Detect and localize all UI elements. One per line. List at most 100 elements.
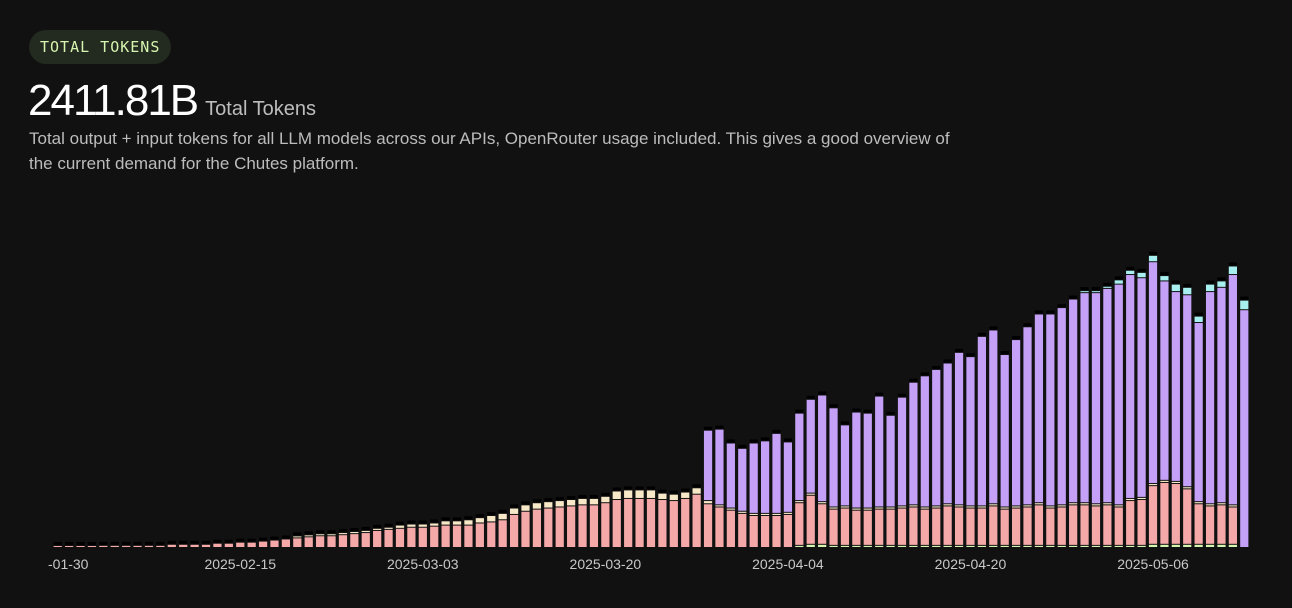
- bar-segment: [897, 545, 907, 547]
- bar-segment: [76, 546, 85, 547]
- bar-cap: [1160, 272, 1169, 276]
- bar-segment: [829, 507, 838, 509]
- bar-segment: [509, 508, 519, 514]
- bar-cap: [635, 486, 644, 490]
- bar-segment: [646, 490, 656, 498]
- bar-cap: [498, 509, 507, 513]
- bar-segment: [772, 433, 781, 513]
- bar-segment: [1046, 545, 1055, 547]
- bar-cap: [418, 520, 427, 524]
- bar-segment: [589, 498, 599, 505]
- bar-segment: [373, 530, 382, 547]
- bar-segment: [715, 505, 724, 507]
- bar-cap: [201, 540, 211, 544]
- bar-segment: [395, 525, 405, 528]
- bar-segment: [1000, 545, 1009, 547]
- bar-segment: [1034, 505, 1044, 545]
- bar-segment: [1205, 544, 1215, 547]
- bar-segment: [1012, 545, 1021, 547]
- bar-cap: [897, 393, 907, 397]
- bar-segment: [133, 545, 142, 547]
- bar-segment: [487, 522, 496, 547]
- bar-segment: [1034, 503, 1044, 505]
- bar-segment: [53, 546, 62, 547]
- bar-segment: [1194, 323, 1203, 502]
- bar-cap: [144, 541, 154, 545]
- bar-segment: [1126, 270, 1135, 275]
- bar-segment: [1126, 275, 1135, 498]
- bar-segment: [920, 507, 929, 509]
- bar-segment: [772, 513, 781, 516]
- bar-segment: [1171, 484, 1180, 544]
- bar-segment: [601, 496, 610, 503]
- bar-segment: [1057, 308, 1066, 505]
- bar-segment: [1183, 489, 1192, 544]
- bar-cap: [567, 496, 576, 500]
- bar-cap: [76, 542, 85, 545]
- bar-segment: [1103, 505, 1112, 545]
- bar-segment: [384, 527, 393, 529]
- bar-segment: [703, 501, 713, 504]
- bar-segment: [840, 425, 850, 506]
- bar-segment: [840, 508, 850, 545]
- bar-segment: [943, 506, 952, 545]
- bar-segment: [1080, 293, 1089, 503]
- bar-segment: [932, 369, 941, 506]
- bar-segment: [1057, 505, 1066, 507]
- bar-segment: [738, 513, 747, 547]
- bar-cap: [783, 438, 793, 442]
- bar-segment: [384, 529, 393, 547]
- bar-segment: [441, 521, 450, 525]
- bar-segment: [407, 527, 416, 547]
- bar-segment: [1137, 497, 1146, 500]
- bar-segment: [1137, 500, 1146, 545]
- bar-segment: [578, 505, 587, 547]
- total-tokens-badge: TOTAL TOKENS: [29, 30, 172, 64]
- x-tick-label: 2025-03-20: [570, 556, 642, 572]
- bar-segment: [213, 543, 222, 547]
- x-axis-ticks: -01-30 2025-02-15 2025-03-03 2025-03-20 2025…: [48, 556, 1189, 572]
- bar-segment: [635, 498, 644, 547]
- bar-segment: [1160, 480, 1169, 482]
- bar-segment: [852, 510, 861, 545]
- bar-segment: [806, 399, 815, 493]
- bar-segment: [395, 528, 405, 547]
- bar-segment: [521, 511, 530, 547]
- bar-segment: [909, 507, 918, 545]
- bar-segment: [1228, 275, 1237, 505]
- bar-segment: [646, 498, 656, 547]
- bar-cap: [1137, 268, 1146, 272]
- bar-cap: [53, 542, 62, 545]
- bar-segment: [624, 498, 633, 547]
- bar-cap: [373, 524, 382, 528]
- bar-segment: [464, 520, 473, 525]
- bar-cap: [875, 392, 884, 396]
- bar-segment: [304, 537, 313, 547]
- bar-segment: [1080, 291, 1089, 293]
- bar-segment: [293, 538, 302, 547]
- bar-segment: [418, 527, 427, 547]
- bar-segment: [1023, 327, 1032, 505]
- bar-segment: [1160, 544, 1169, 547]
- bar-cap: [920, 372, 929, 376]
- bar-cap: [384, 523, 393, 527]
- bar-cap: [350, 528, 359, 532]
- bar-segment: [829, 509, 838, 545]
- headline: 2411.81B Total Tokens: [28, 76, 316, 126]
- bar-segment: [179, 544, 188, 547]
- bar-cap: [1240, 296, 1249, 300]
- bar-cap: [703, 426, 713, 430]
- bar-cap: [943, 359, 952, 363]
- bar-segment: [738, 448, 747, 511]
- total-tokens-unit: Total Tokens: [205, 98, 316, 120]
- bar-cap: [749, 439, 758, 443]
- bar-segment: [1126, 498, 1135, 501]
- bar-segment: [818, 395, 827, 502]
- bar-cap: [954, 348, 964, 352]
- bar-segment: [1205, 292, 1215, 504]
- bar-cap: [681, 488, 690, 492]
- bar-segment: [498, 520, 507, 547]
- bar-segment: [1228, 266, 1237, 275]
- bar-cap: [760, 437, 770, 441]
